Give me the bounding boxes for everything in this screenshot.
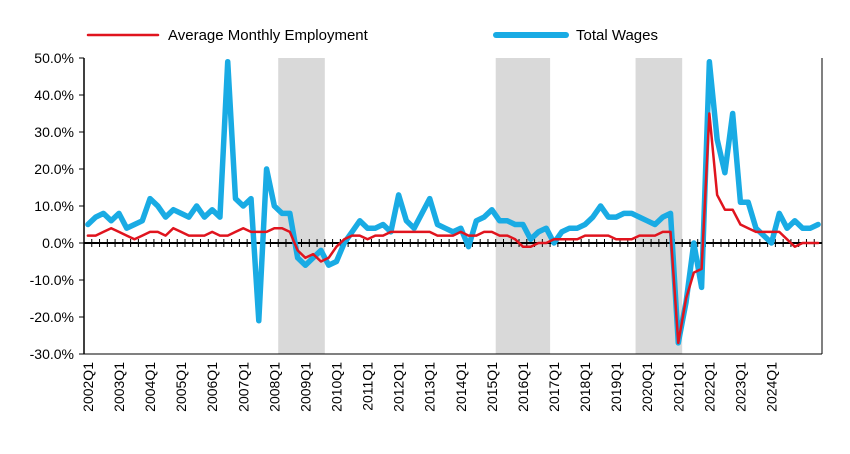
shaded-period-1 [278,58,325,354]
axes-layer [79,57,823,355]
x-tick-label: 2006Q1 [204,362,220,412]
x-tick-label: 2002Q1 [80,362,96,412]
x-tick-label: 2015Q1 [484,362,500,412]
x-tick-label: 2007Q1 [235,362,251,412]
x-tick-label: 2004Q1 [142,362,158,412]
x-tick-label: 2005Q1 [173,362,189,412]
x-tick-label: 2014Q1 [453,362,469,412]
legend-label-total-wages: Total Wages [576,27,658,44]
x-tick-label: 2008Q1 [266,362,282,412]
x-tick-label: 2009Q1 [297,362,313,412]
y-tick-label: 0.0% [42,235,74,251]
y-tick-label: 30.0% [34,124,74,140]
shaded-period-2 [495,58,551,354]
recession-shading-layer [278,58,683,354]
y-tick-label: -30.0% [30,346,74,362]
series-line-average-monthly-employment [86,112,820,345]
series-line-total-wages [85,58,821,346]
x-tick-label: 2021Q1 [670,362,686,412]
x-tick-label: 2020Q1 [639,362,655,412]
x-tick-label: 2010Q1 [328,362,344,412]
x-tick-label: 2019Q1 [608,362,624,412]
x-tick-label: 2022Q1 [701,362,717,412]
x-tick-label: 2012Q1 [391,362,407,412]
x-tick-label: 2024Q1 [764,362,780,412]
x-tick-label: 2017Q1 [546,362,562,412]
y-tick-label: 50.0% [34,50,74,66]
tick-labels-layer: -30.0% -20.0% -10.0% 0.0% 10.0% 20.0% 30.0% 40.… [30,50,780,412]
y-tick-label: 10.0% [34,198,74,214]
y-tick-label: -20.0% [30,309,74,325]
y-tick-label: 40.0% [34,87,74,103]
x-tick-label: 2003Q1 [111,362,127,412]
y-tick-label: -10.0% [30,272,74,288]
x-tick-label: 2013Q1 [422,362,438,412]
x-tick-label: 2011Q1 [360,362,376,411]
y-tick-label: 20.0% [34,161,74,177]
series-layer [85,58,821,346]
x-tick-label: 2018Q1 [577,362,593,412]
x-tick-label: 2016Q1 [515,362,531,412]
legend-label-average-monthly-employment: Average Monthly Employment [168,27,369,44]
x-tick-label: 2023Q1 [732,362,748,412]
legend: Average Monthly Employment Total Wages [86,27,658,44]
